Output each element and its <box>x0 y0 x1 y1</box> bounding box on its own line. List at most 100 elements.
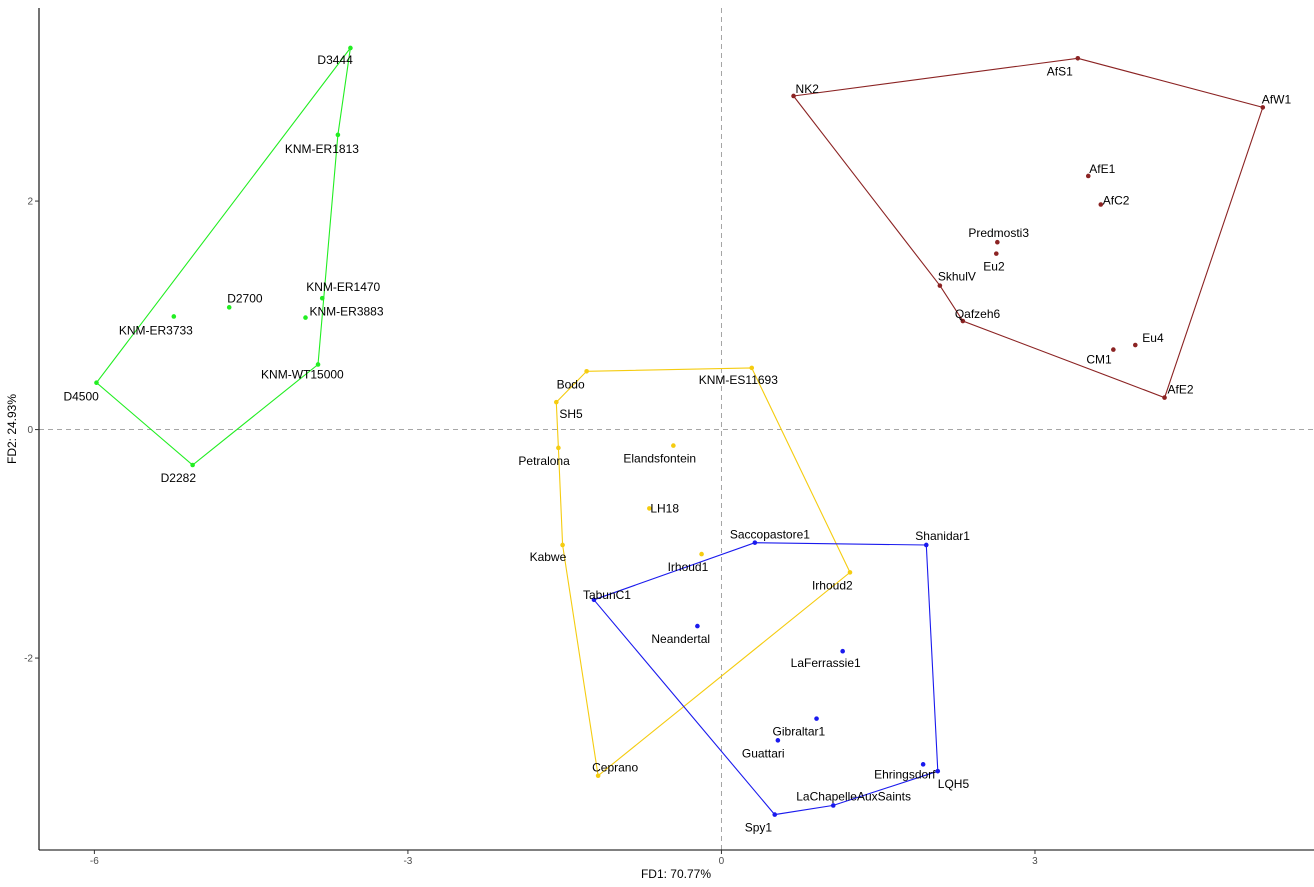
data-point-AfS1 <box>1075 55 1081 61</box>
axis-ticks: -6 -3 0 3 -2 0 2 <box>24 197 1038 867</box>
data-point-Eu4 <box>1132 342 1138 348</box>
data-point-AfC2 <box>1098 202 1104 207</box>
point-label-Shanidar1: Shanidar1 <box>915 529 970 543</box>
point-label-LaFerrassie1: LaFerrassie1 <box>791 656 861 670</box>
data-point-Petralona <box>556 445 561 451</box>
data-point-Elandsfontein <box>671 443 676 448</box>
data-point-Irhoud2 <box>847 570 853 575</box>
y-tick-label: 2 <box>27 197 33 208</box>
y-axis-title: FD2: 24.93% <box>5 394 19 464</box>
data-point-D2700 <box>226 305 232 310</box>
data-point-AfE2 <box>1162 395 1167 400</box>
point-label-SkhulV: SkhulV <box>938 270 976 284</box>
data-point-Ehringsdorf <box>920 762 926 767</box>
data-point-AfW1 <box>1260 105 1266 110</box>
group-hull-1 <box>95 45 352 466</box>
point-label-KNM-ER3883: KNM-ER3883 <box>309 305 383 319</box>
data-point-LaChapelleAuxSaints <box>830 803 836 808</box>
point-label-Kabwe: Kabwe <box>530 550 567 564</box>
point-label-Eu4: Eu4 <box>1142 331 1164 345</box>
point-label-LQH5: LQH5 <box>938 777 970 791</box>
point-label-Ceprano: Ceprano <box>592 761 638 775</box>
point-label-Spy1: Spy1 <box>745 821 773 835</box>
point-label-AfW1: AfW1 <box>1262 92 1292 106</box>
point-label-KNM-ER1470: KNM-ER1470 <box>306 280 380 294</box>
data-point-Neandertal <box>695 623 700 629</box>
point-label-Bodo: Bodo <box>557 377 585 391</box>
point-label-Eu2: Eu2 <box>983 260 1005 274</box>
data-point-Gibraltar1 <box>814 716 819 721</box>
hull-polygons <box>95 45 1264 816</box>
data-point-TabunC1 <box>591 597 597 603</box>
point-labels: D3444 KNM-ER1813 D2700 KNM-ER1470 KNM-ER3883… <box>63 53 1291 835</box>
data-point-KNM-ES11693 <box>749 365 755 371</box>
point-label-D2282: D2282 <box>161 471 197 485</box>
data-point-Spy1 <box>772 812 778 817</box>
data-point-LH18 <box>647 506 652 511</box>
point-label-KNM-ER3733: KNM-ER3733 <box>119 323 193 337</box>
data-point-Qafzeh6 <box>960 318 966 324</box>
x-tick-label: 3 <box>1032 856 1038 867</box>
point-label-Predmosti3: Predmosti3 <box>968 226 1029 240</box>
axes <box>38 8 1314 851</box>
data-point-CM1 <box>1111 347 1116 352</box>
point-label-KNM-ER1813: KNM-ER1813 <box>285 142 359 156</box>
point-label-D4500: D4500 <box>63 390 99 404</box>
point-label-Guattari: Guattari <box>742 746 785 760</box>
data-point-Saccopastore1 <box>752 540 758 545</box>
data-point-Shanidar1 <box>923 542 929 548</box>
point-label-AfE1: AfE1 <box>1089 162 1115 176</box>
point-label-LH18: LH18 <box>650 501 679 515</box>
point-label-Irhoud2: Irhoud2 <box>812 578 853 592</box>
data-point-KNM-ER1813 <box>335 132 341 138</box>
x-tick-label: -3 <box>403 856 412 867</box>
point-label-Ehringsdorf: Ehringsdorf <box>874 767 936 781</box>
data-point-D3444 <box>348 45 353 51</box>
point-label-AfS1: AfS1 <box>1047 64 1073 78</box>
data-point-D2282 <box>190 462 195 468</box>
point-label-Elandsfontein: Elandsfontein <box>623 452 696 466</box>
y-tick-label: -2 <box>24 654 33 665</box>
point-label-NK2: NK2 <box>796 82 820 96</box>
data-point-NK2 <box>791 93 796 99</box>
point-label-D2700: D2700 <box>227 291 263 305</box>
data-point-SkhulV <box>937 283 943 288</box>
data-point-Ceprano <box>595 773 601 779</box>
point-label-Petralona: Petralona <box>518 454 570 468</box>
data-point-Irhoud1 <box>699 551 704 557</box>
point-label-TabunC1: TabunC1 <box>583 588 631 602</box>
y-tick-label: 0 <box>27 425 33 436</box>
data-point-Eu2 <box>993 251 999 256</box>
data-point-KNM-WT15000 <box>315 362 321 367</box>
point-label-KNM-WT15000: KNM-WT15000 <box>261 367 344 381</box>
reference-lines <box>39 8 1314 850</box>
data-point-Bodo <box>584 369 589 374</box>
data-point-KNM-ER3733 <box>171 314 177 319</box>
data-point-LQH5 <box>935 768 941 774</box>
point-label-AfE2: AfE2 <box>1168 383 1194 397</box>
point-label-AfC2: AfC2 <box>1103 194 1130 208</box>
data-point-KNM-ER1470 <box>319 295 325 301</box>
data-point-AfE1 <box>1085 173 1091 179</box>
point-label-SH5: SH5 <box>559 407 583 421</box>
point-label-D3444: D3444 <box>317 53 353 67</box>
point-label-LaChapelleAuxSaints: LaChapelleAuxSaints <box>796 789 911 803</box>
data-point-Predmosti3 <box>995 239 1000 245</box>
point-label-Irhoud1: Irhoud1 <box>668 560 709 574</box>
data-point-KNM-ER3883 <box>303 315 308 320</box>
data-points <box>94 45 1266 817</box>
data-point-SH5 <box>554 399 559 405</box>
data-point-Kabwe <box>560 542 565 548</box>
point-label-CM1: CM1 <box>1086 353 1112 367</box>
point-label-Neandertal: Neandertal <box>651 632 710 646</box>
data-point-LaFerrassie1 <box>840 648 845 654</box>
point-label-KNM-ES11693: KNM-ES11693 <box>699 373 778 387</box>
group-hull-2 <box>555 367 851 777</box>
data-point-D4500 <box>94 380 99 386</box>
x-tick-label: 0 <box>719 856 725 867</box>
x-tick-label: -6 <box>90 856 99 867</box>
x-axis-title: FD1: 70.77% <box>641 867 711 881</box>
point-label-Gibraltar1: Gibraltar1 <box>773 725 826 739</box>
